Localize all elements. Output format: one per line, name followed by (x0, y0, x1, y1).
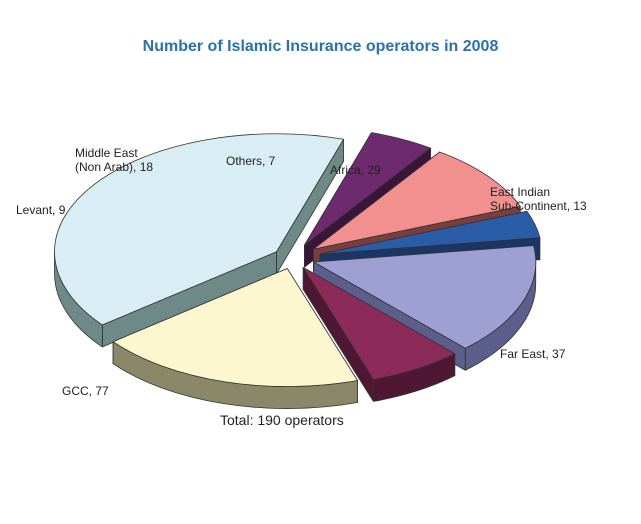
slice-label: Middle East (Non Arab), 18 (75, 146, 153, 174)
slice-label: Africa, 29 (330, 163, 381, 177)
pie-slice (302, 267, 456, 402)
slice-label: East Indian Sub-Continent, 13 (490, 185, 587, 213)
slice-label: Far East, 37 (500, 347, 566, 361)
slice-label: Others, 7 (226, 154, 276, 168)
total-note: Total: 190 operators (220, 412, 344, 428)
pie-labels: Africa, 29 East Indian Sub-Continent, 13 Fa… (16, 146, 587, 398)
slice-label: GCC, 77 (62, 384, 109, 398)
pie-slice (112, 268, 358, 409)
chart-title: Number of Islamic Insurance operators in… (142, 38, 499, 55)
slice-label: Levant, 9 (16, 203, 66, 217)
pie-slice (54, 133, 344, 348)
pie-slices (54, 132, 541, 409)
